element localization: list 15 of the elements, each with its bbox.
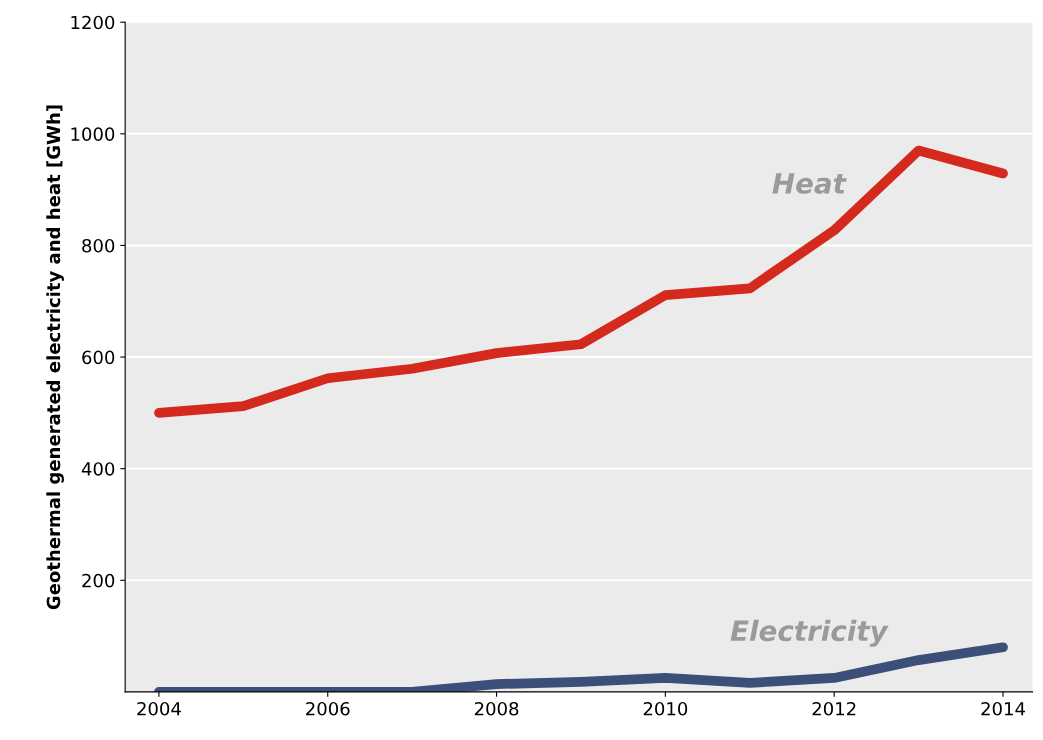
y-tick-label: 400 <box>81 462 115 476</box>
y-axis-title: Geothermal generated electricity and heat [GWh] <box>46 105 64 610</box>
x-tick-label: 2004 <box>137 701 181 716</box>
y-tick-label: 800 <box>82 238 115 253</box>
y-tick-label: 1200 <box>71 15 115 30</box>
series-label: Electricity <box>730 619 889 647</box>
y-tick-label: 1000 <box>71 127 115 141</box>
series-label: Heat <box>772 173 847 194</box>
x-tick-label: 2006 <box>306 701 350 716</box>
x-tick-label: 2014 <box>981 701 1025 716</box>
y-tick-label: 200 <box>82 573 115 588</box>
x-tick-label: 2012 <box>812 701 856 716</box>
y-tick-label: 600 <box>82 350 115 365</box>
x-tick-label: 2010 <box>643 701 688 716</box>
x-tick-label: 2008 <box>474 701 519 716</box>
